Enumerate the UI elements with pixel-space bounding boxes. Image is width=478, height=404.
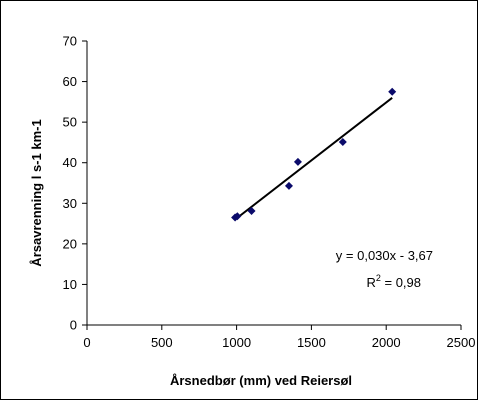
axes <box>86 41 461 326</box>
x-tick-label: 1500 <box>297 335 326 350</box>
data-point <box>293 157 302 166</box>
x-tick-label: 0 <box>83 335 90 350</box>
data-point <box>233 212 242 221</box>
data-points <box>231 87 397 222</box>
y-tick-label: 60 <box>63 74 77 89</box>
trendline-group <box>234 97 393 221</box>
y-tick-label: 50 <box>63 115 77 130</box>
x-ticks: 0 500 1000 1500 2000 2500 <box>83 325 475 350</box>
x-axis-title: Årsnedbør (mm) ved Reiersøl <box>170 373 352 388</box>
y-tick-label: 30 <box>63 196 77 211</box>
x-tick-label: 2000 <box>372 335 401 350</box>
r-squared-exponent: 2 <box>376 273 381 283</box>
data-point <box>338 138 347 147</box>
r-squared-value: = 0,98 <box>381 275 421 290</box>
y-ticks: 0 10 20 30 40 50 60 70 <box>63 34 87 333</box>
r-squared-prefix: R <box>366 275 375 290</box>
r-squared-label: R2 = 0,98 <box>366 273 421 290</box>
x-tick-label: 2500 <box>447 335 476 350</box>
y-tick-label: 0 <box>70 318 77 333</box>
equation-label: y = 0,030x - 3,67 <box>336 248 433 263</box>
data-point <box>388 87 397 96</box>
y-tick-label: 10 <box>63 277 77 292</box>
y-tick-label: 20 <box>63 236 77 251</box>
y-tick-label: 70 <box>63 34 77 49</box>
y-axis-title: Årsavrenning l s-1 km-1 <box>29 119 44 266</box>
y-tick-label: 40 <box>63 155 77 170</box>
x-tick-label: 1000 <box>222 335 251 350</box>
data-point <box>284 181 293 190</box>
trendline <box>234 97 393 221</box>
data-point <box>247 206 256 215</box>
x-tick-label: 500 <box>151 335 173 350</box>
